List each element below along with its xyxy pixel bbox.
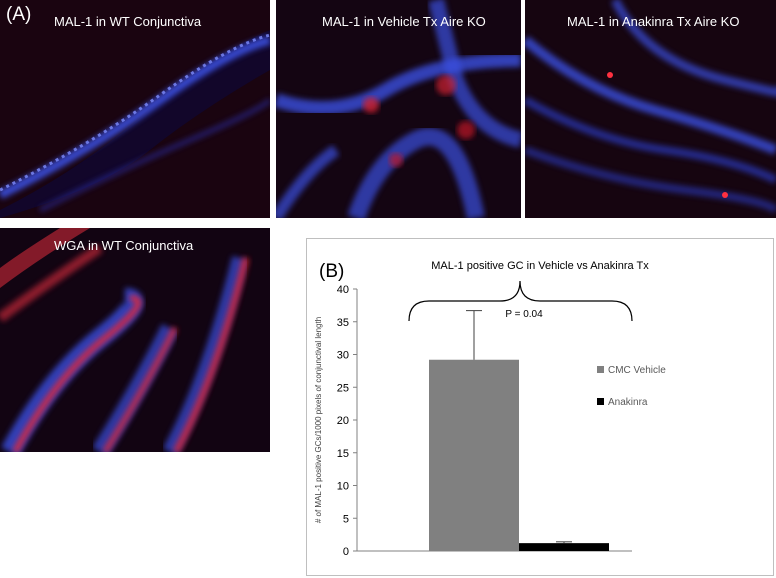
y-tick-label: 10	[337, 481, 349, 493]
bar-anakinra	[519, 543, 609, 551]
micrograph-anakinra-aire-ko: MAL-1 in Anakinra Tx Aire KO	[525, 0, 776, 218]
y-tick-label: 30	[337, 350, 349, 362]
micrograph-title: MAL-1 in Anakinra Tx Aire KO	[567, 14, 740, 29]
micrograph-title: MAL-1 in Vehicle Tx Aire KO	[322, 14, 486, 29]
y-tick-label: 5	[343, 513, 349, 525]
micrograph-wt-mal1: (A) MAL-1 in WT Conjunctiva	[0, 0, 270, 218]
y-tick-label: 20	[337, 415, 349, 427]
bar-cmc-vehicle	[429, 359, 519, 551]
micrograph-vehicle-aire-ko: MAL-1 in Vehicle Tx Aire KO	[276, 0, 521, 218]
micrograph-title: WGA in WT Conjunctiva	[54, 238, 194, 253]
y-axis-label: # of MAL-1 positive GCs/1000 pixels of c…	[314, 317, 323, 523]
legend-label: Anakinra	[608, 397, 648, 408]
significance-bracket	[408, 280, 633, 322]
legend-swatch	[597, 366, 604, 373]
y-tick-label: 25	[337, 382, 349, 394]
p-value-annotation: P = 0.04	[505, 309, 543, 320]
panel-a-label: (A)	[6, 4, 32, 25]
bar-chart: (B) MAL-1 positive GC in Vehicle vs Anak…	[306, 238, 774, 576]
y-tick-label: 40	[337, 284, 349, 296]
micrograph-wga-wt: WGA in WT Conjunctiva	[0, 228, 270, 452]
y-tick-label: 15	[337, 448, 349, 460]
chart-title: MAL-1 positive GC in Vehicle vs Anakinra…	[431, 260, 649, 272]
panel-b-label: (B)	[319, 261, 344, 282]
y-tick-label: 0	[343, 546, 349, 558]
legend-label: CMC Vehicle	[608, 365, 666, 376]
micrograph-title: MAL-1 in WT Conjunctiva	[54, 14, 202, 29]
legend-swatch	[597, 398, 604, 405]
y-tick-label: 35	[337, 317, 349, 329]
